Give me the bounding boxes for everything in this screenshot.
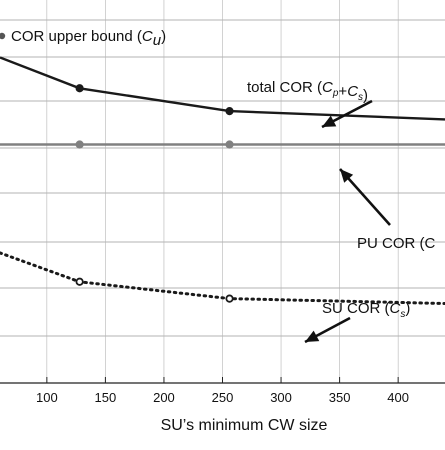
x-axis-title: SU’s minimum CW size (161, 417, 328, 434)
x-axis: 100 150 200 250 300 350 400 SU’s minimum CW siz… (0, 377, 445, 434)
point-total-cor-256 (225, 107, 234, 116)
x-tick-label-200: 200 (153, 390, 175, 405)
annotation-su-cor: SU COR (Cs) (322, 300, 410, 320)
annotations-group: total COR (Cp+Cs) PU COR (C SU COR (Cs) (247, 79, 436, 344)
series-group (0, 56, 445, 305)
annotation-pu-cor: PU COR (C (357, 235, 436, 252)
x-tick-label-100: 100 (36, 390, 58, 405)
grid-lines (0, 0, 445, 383)
legend-marker-cor-upper-bound (0, 32, 6, 40)
point-pu-cor-256 (225, 140, 234, 149)
x-tick-label-300: 300 (270, 390, 292, 405)
x-tick-label-350: 350 (329, 390, 351, 405)
legend-label-cor-upper-bound: COR upper bound (Cu) (11, 28, 166, 49)
x-tick-label-250: 250 (212, 390, 234, 405)
legend: COR upper bound (Cu) (0, 28, 166, 49)
point-su-cor-256 (225, 294, 234, 303)
arrow-su-cor-head (305, 330, 320, 342)
arrow-total-cor-head (322, 115, 337, 127)
x-tick-label-150: 150 (95, 390, 117, 405)
point-su-cor-128 (75, 277, 84, 286)
series-line-total-cor (0, 56, 445, 121)
point-total-cor-128 (75, 84, 84, 93)
point-pu-cor-128 (75, 140, 84, 149)
annotation-total-cor: total COR (Cp+Cs) (247, 79, 368, 104)
series-line-su-cor (0, 251, 445, 305)
x-tick-label-400: 400 (387, 390, 409, 405)
arrow-pu-cor-head (340, 169, 354, 183)
